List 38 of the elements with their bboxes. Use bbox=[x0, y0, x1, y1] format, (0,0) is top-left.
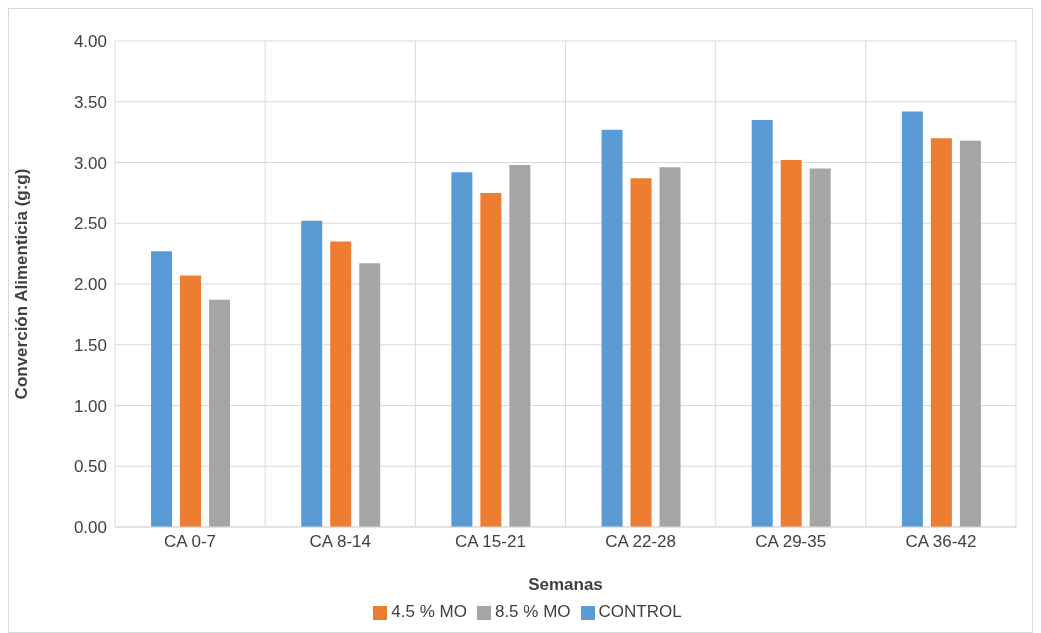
y-tick-label: 0.50 bbox=[73, 457, 107, 477]
legend-label: 4.5 % MO bbox=[391, 602, 467, 621]
bar bbox=[480, 192, 502, 527]
bar bbox=[151, 251, 173, 527]
y-tick-label: 4.00 bbox=[73, 32, 107, 52]
y-tick-label: 2.50 bbox=[73, 214, 107, 234]
bar bbox=[330, 241, 352, 527]
y-tick-label: 0.00 bbox=[73, 518, 107, 538]
legend-label: 8.5 % MO bbox=[494, 602, 571, 621]
x-axis-title: Semanas bbox=[528, 575, 603, 594]
y-tick-label: 2.00 bbox=[73, 275, 107, 295]
bar bbox=[809, 168, 831, 527]
bar bbox=[659, 167, 681, 527]
bar bbox=[359, 263, 381, 527]
y-tick-label: 1.50 bbox=[73, 335, 107, 355]
x-tick-label: CA 22-28 bbox=[605, 532, 677, 552]
bar bbox=[451, 172, 473, 527]
x-tick-label: CA 8-14 bbox=[309, 532, 371, 552]
bar bbox=[780, 160, 802, 527]
y-axis-title: Converción Alimenticia (g:g) bbox=[12, 168, 32, 400]
x-tick-label: CA 15-21 bbox=[454, 532, 526, 552]
bar bbox=[301, 220, 323, 527]
bar bbox=[509, 164, 531, 527]
x-tick-label: CA 29-35 bbox=[755, 532, 827, 552]
bar bbox=[959, 140, 981, 527]
bar bbox=[751, 119, 773, 527]
bar bbox=[630, 178, 652, 527]
bar bbox=[209, 299, 231, 527]
x-tick-label: CA 36-42 bbox=[905, 532, 977, 552]
bar bbox=[601, 129, 623, 527]
legend-label: CONTROL bbox=[598, 602, 682, 621]
bar bbox=[901, 111, 923, 527]
y-tick-label: 1.00 bbox=[73, 396, 107, 416]
y-tick-label: 3.00 bbox=[73, 153, 107, 173]
x-tick-label: CA 0-7 bbox=[164, 532, 217, 552]
bar bbox=[930, 138, 952, 527]
y-tick-label: 3.50 bbox=[73, 92, 107, 112]
bar bbox=[180, 275, 202, 527]
